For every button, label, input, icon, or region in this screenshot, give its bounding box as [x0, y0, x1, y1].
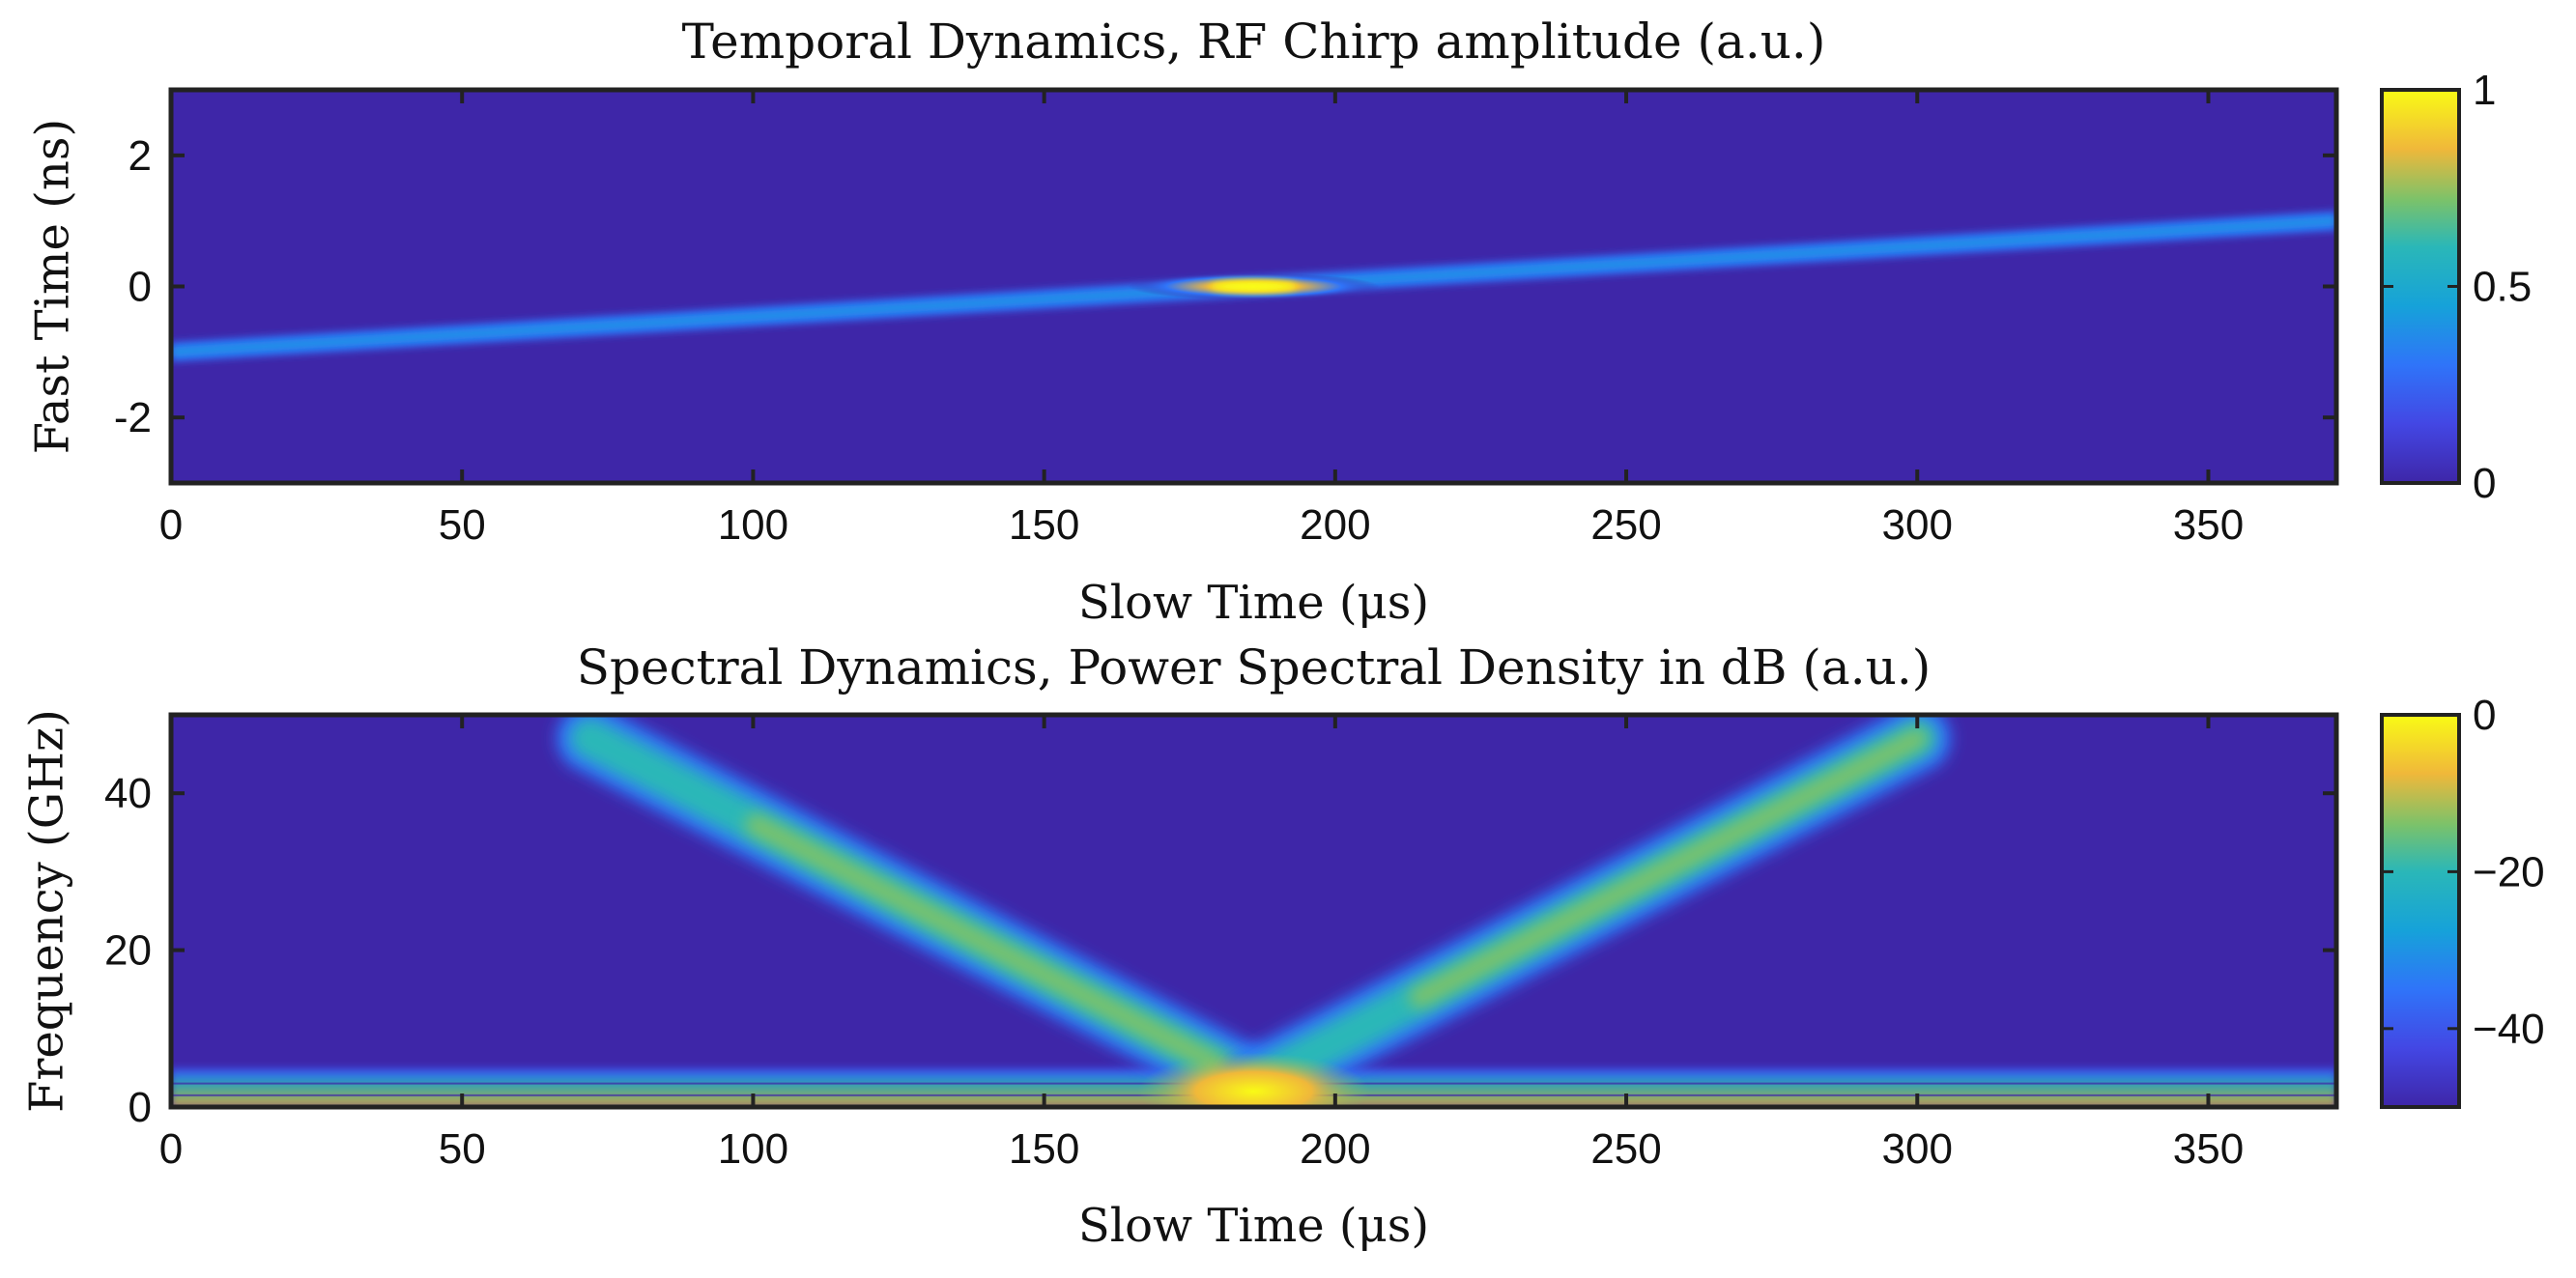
y-axis-label: Fast Time (ns) [26, 119, 80, 454]
colorbar-tick-label: 1 [2473, 67, 2496, 114]
compression-peak-core [1210, 280, 1298, 293]
x-tick-label: 150 [1009, 501, 1079, 549]
chart-title: Spectral Dynamics, Power Spectral Densit… [577, 639, 1932, 696]
x-tick-label: 350 [2173, 1125, 2244, 1173]
colorbar: 00.51 [2380, 67, 2532, 507]
x-tick-label: 250 [1590, 1125, 1661, 1173]
heatmap-features [171, 715, 2336, 1107]
heatmap-features [171, 211, 2336, 362]
y-axis: 0 20 40 [104, 770, 2336, 1131]
heatmap-background [171, 715, 2336, 1107]
x-axis-label: Slow Time (μs) [1078, 576, 1429, 630]
left-branch-core [745, 813, 1265, 1094]
colorbar-tick-label: 0 [2473, 460, 2496, 507]
colorbar-gradient [2380, 713, 2461, 1109]
y-tick-label: 0 [129, 264, 152, 311]
x-tick-label: 100 [718, 501, 788, 549]
x-tick-label: 200 [1300, 1125, 1370, 1173]
x-tick-label: 150 [1009, 1125, 1079, 1173]
x-tick-label: 100 [718, 1125, 788, 1173]
x-tick-label: 0 [159, 501, 183, 549]
y-tick-label: 20 [104, 927, 152, 975]
right-branch-core [1409, 727, 1929, 1008]
chart-title: Temporal Dynamics, RF Chirp amplitude (a… [682, 14, 1826, 70]
x-tick-label: 50 [439, 1125, 486, 1173]
y-tick-label: 40 [104, 770, 152, 817]
plot-frame [168, 712, 2339, 1110]
x-axis-label: Slow Time (μs) [1078, 1199, 1429, 1253]
colorbar: −40 −20 0 [2380, 692, 2545, 1109]
y-axis: -2 0 2 [114, 132, 2336, 441]
x-tick-label: 250 [1590, 501, 1661, 549]
y-tick-label: 2 [129, 132, 152, 180]
colorbar-tick-label: 0 [2473, 692, 2496, 739]
colorbar-tick-label: 0.5 [2473, 264, 2532, 311]
y-tick-label: 0 [129, 1084, 152, 1131]
x-axis: 0 50 100 150 200 250 300 350 [159, 90, 2244, 549]
spectral-panel: Spectral Dynamics, Power Spectral Densit… [20, 639, 2545, 1253]
temporal-panel: Temporal Dynamics, RF Chirp amplitude (a… [26, 14, 2533, 630]
x-axis: 0 50 100 150 200 250 300 350 [159, 715, 2244, 1173]
x-tick-label: 300 [1882, 1125, 1953, 1173]
x-tick-label: 200 [1300, 501, 1370, 549]
x-tick-label: 300 [1882, 501, 1953, 549]
colorbar-tick-label: −20 [2473, 848, 2545, 895]
y-tick-label: -2 [114, 394, 152, 441]
x-tick-label: 350 [2173, 501, 2244, 549]
colorbar-tick-label: −40 [2473, 1006, 2545, 1053]
x-tick-label: 0 [159, 1125, 183, 1173]
vertex-peak [1137, 1052, 1370, 1107]
x-tick-label: 50 [439, 501, 486, 549]
y-axis-label: Frequency (GHz) [20, 709, 74, 1113]
